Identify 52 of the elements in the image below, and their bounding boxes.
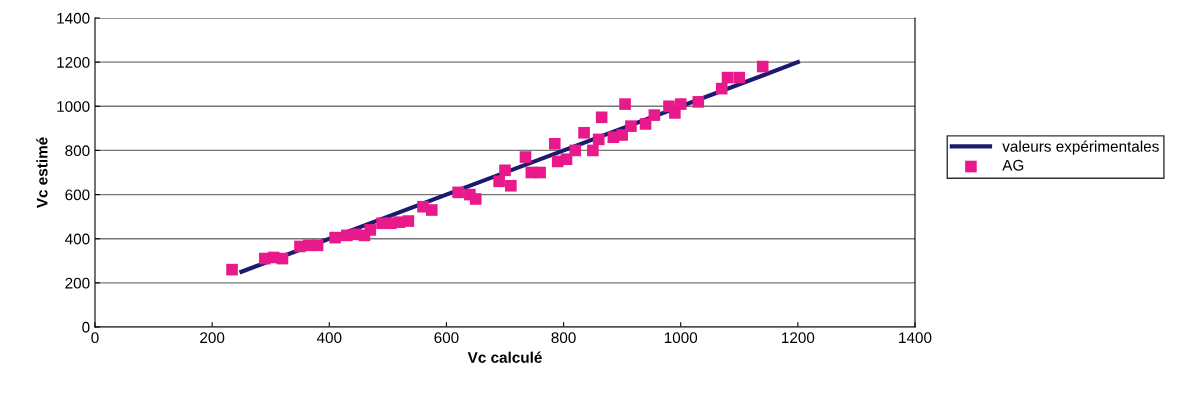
y-tick-label: 200 [65,277,90,289]
point [733,71,746,84]
point [276,252,289,265]
x-axis-title: Vc calculé [467,351,542,363]
point [364,224,377,236]
point [595,111,608,124]
point [587,144,599,157]
point [616,129,628,141]
point [452,186,464,199]
point [402,215,415,227]
point [505,179,517,192]
point [548,138,561,150]
x-tick-label: 200 [200,332,225,344]
point [756,60,769,73]
point [226,263,238,276]
x-tick-label: 1000 [664,332,698,344]
legend-label: AG [1002,159,1024,171]
point [493,175,505,188]
point [715,82,728,95]
point [425,204,438,216]
x-tick-label: 1200 [782,332,815,344]
point [721,71,734,84]
point [639,118,652,130]
y-tick-label: 1200 [57,57,90,68]
point [499,164,511,177]
y-tick-label: 0 [82,321,90,333]
y-axis-title: Vc estimé [36,137,48,209]
point [648,109,661,121]
point [625,120,637,132]
point [311,239,324,252]
point [469,193,482,205]
point [619,98,631,110]
point [569,144,582,157]
y-tick-label: 1000 [57,101,90,112]
x-tick-label: 400 [316,332,342,344]
point [592,133,605,146]
y-tick-label: 1400 [57,12,90,24]
point [692,96,705,108]
x-tick-label: 800 [551,332,576,344]
x-tick-label: 0 [91,332,99,344]
y-tick-label: 400 [65,233,90,245]
point [578,126,590,139]
point [560,153,573,166]
legend-label: valeurs expérimentales [1002,140,1159,155]
y-tick-label: 600 [65,189,90,201]
y-tick-label: 800 [65,145,90,157]
point [674,98,687,110]
point [519,151,532,163]
point [534,166,546,179]
x-tick-label: 1400 [899,332,932,344]
x-tick-label: 600 [434,332,459,344]
point [329,231,341,244]
